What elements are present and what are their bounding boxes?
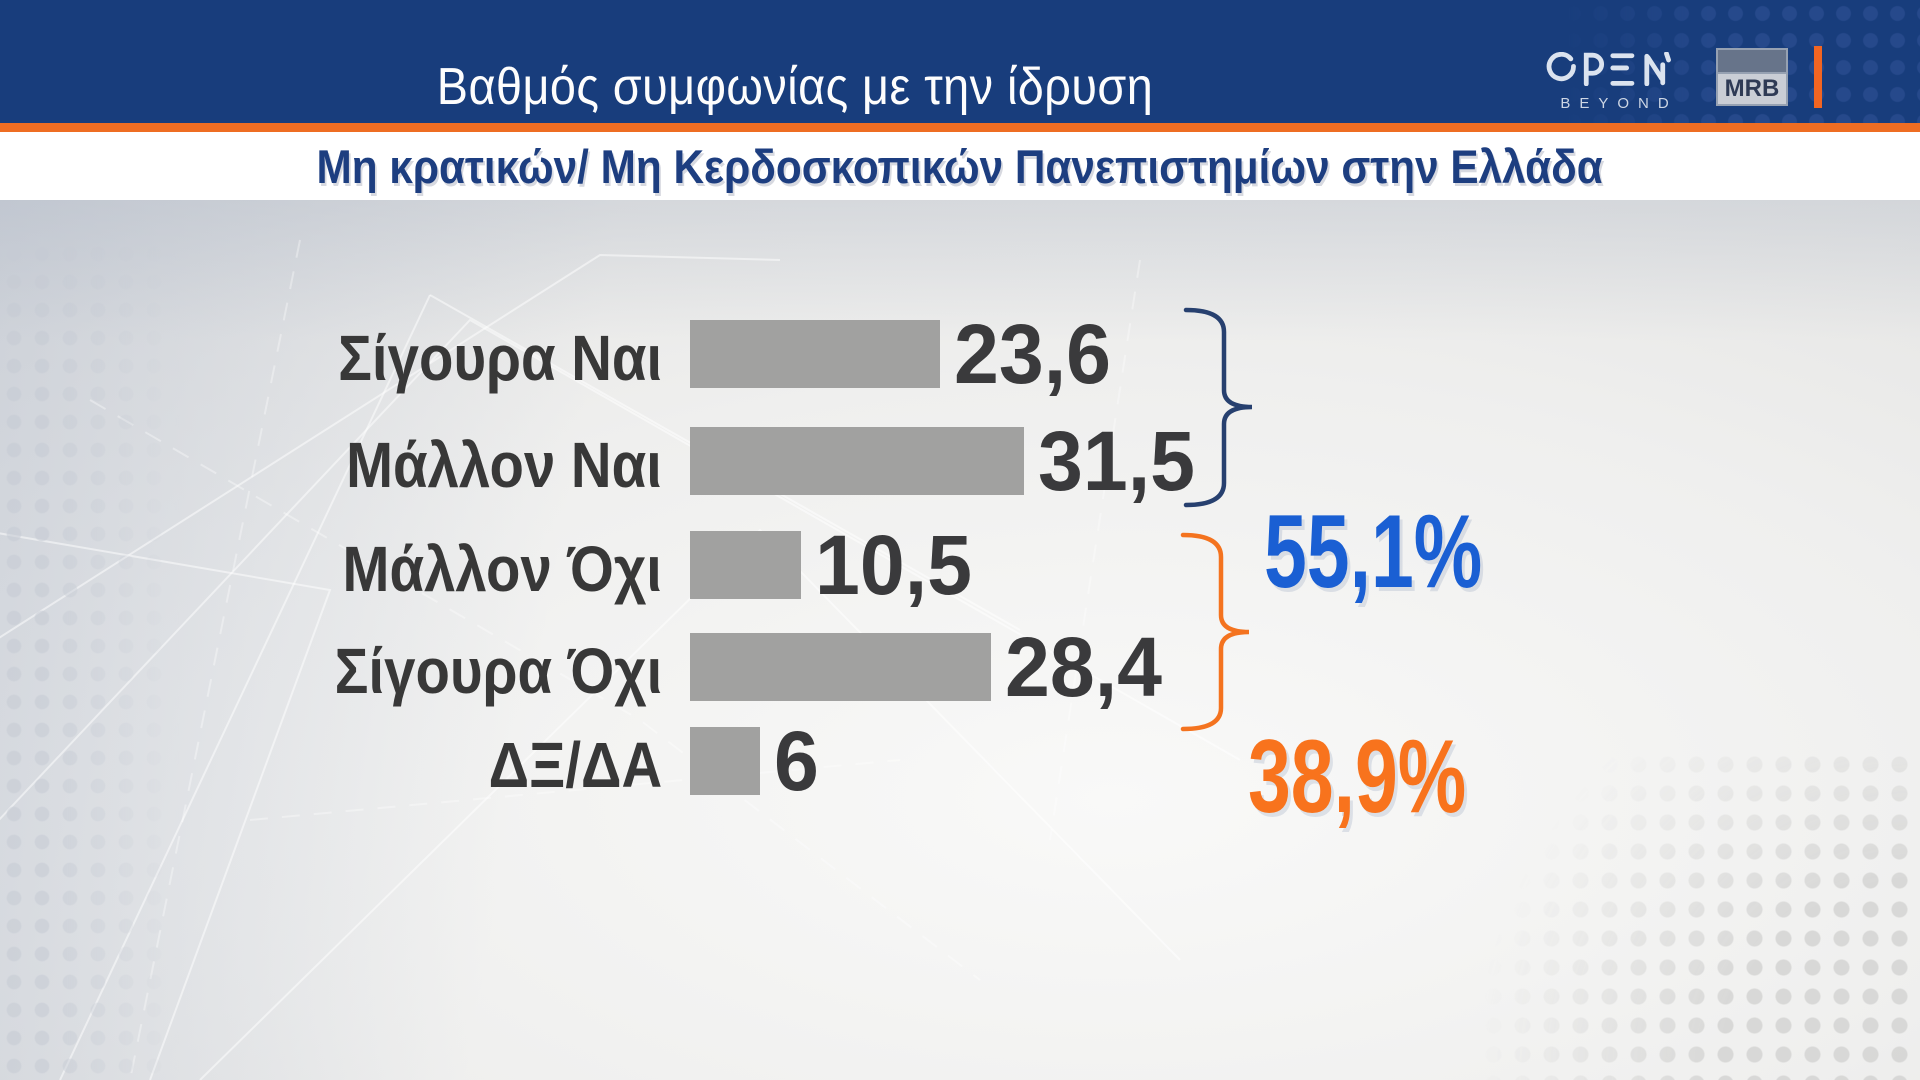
bar <box>690 320 940 388</box>
bar <box>690 531 801 599</box>
bar-row: Μάλλον Όχι 10,5 <box>0 517 1920 612</box>
category-label: Σίγουρα Ναι <box>337 322 662 394</box>
bottom-right-halftone-pattern <box>1450 750 1920 1080</box>
category-label: Μάλλον Ναι <box>346 429 662 501</box>
mrb-logo: MRB <box>1716 48 1788 106</box>
brace-no-group <box>1180 532 1250 732</box>
bar <box>690 427 1024 495</box>
left-halftone-pattern <box>0 240 190 1080</box>
bar-row: Μάλλον Ναι 31,5 <box>0 413 1920 508</box>
orange-divider-line <box>0 123 1920 132</box>
category-label: ΔΞ/ΔΑ <box>488 729 662 801</box>
value-label: 28,4 <box>1005 619 1162 714</box>
bar <box>690 727 760 795</box>
bar-row: Σίγουρα Όχι 28,4 <box>0 619 1920 714</box>
page-title: Βαθμός συμφωνίας με την ίδρυση <box>0 0 1590 123</box>
bar-row: ΔΞ/ΔΑ 6 <box>0 713 1920 808</box>
mrb-logo-text: MRB <box>1716 72 1788 106</box>
subtitle-band: Μη κρατικών/ Μη Κερδοσκοπικών Πανεπιστημ… <box>0 132 1920 200</box>
chart-subtitle: Μη κρατικών/ Μη Κερδοσκοπικών Πανεπιστημ… <box>245 139 1674 194</box>
bar <box>690 633 991 701</box>
mrb-logo-top-block <box>1716 48 1788 72</box>
value-label: 23,6 <box>954 306 1111 401</box>
header-band: Βαθμός συμφωνίας με την ίδρυση OPEN BEYO… <box>0 0 1920 123</box>
value-label: 10,5 <box>815 517 972 612</box>
value-label: 31,5 <box>1038 413 1195 508</box>
category-label: Μάλλον Όχι <box>342 533 662 605</box>
percent-yes-total: 55,1% <box>1264 494 1559 610</box>
percent-no-text: 38,9% <box>1248 718 1467 835</box>
value-label: 6 <box>774 713 819 808</box>
open-beyond-logo: OPEN BEYOND <box>1546 51 1686 112</box>
brace-yes-group <box>1183 307 1253 508</box>
category-label: Σίγουρα Όχι <box>334 635 662 707</box>
page-title-text: Βαθμός συμφωνίας με την ίδρυση <box>436 58 1154 116</box>
percent-yes-text: 55,1% <box>1264 493 1483 610</box>
open-logo-subtext: BEYOND <box>1560 95 1678 112</box>
chart-area: Σίγουρα Ναι 23,6 Μάλλον Ναι 31,5 Μάλλον Όχι 1… <box>0 200 1920 1080</box>
bar-row: Σίγουρα Ναι 23,6 <box>0 306 1920 401</box>
header-orange-separator <box>1814 46 1822 108</box>
group-braces <box>1180 307 1253 732</box>
open-logo-icon <box>1546 51 1671 87</box>
chart-subtitle-text: Μη κρατικών/ Μη Κερδοσκοπικών Πανεπιστημ… <box>316 139 1604 193</box>
percent-no-total: 38,9% <box>1248 719 1543 835</box>
